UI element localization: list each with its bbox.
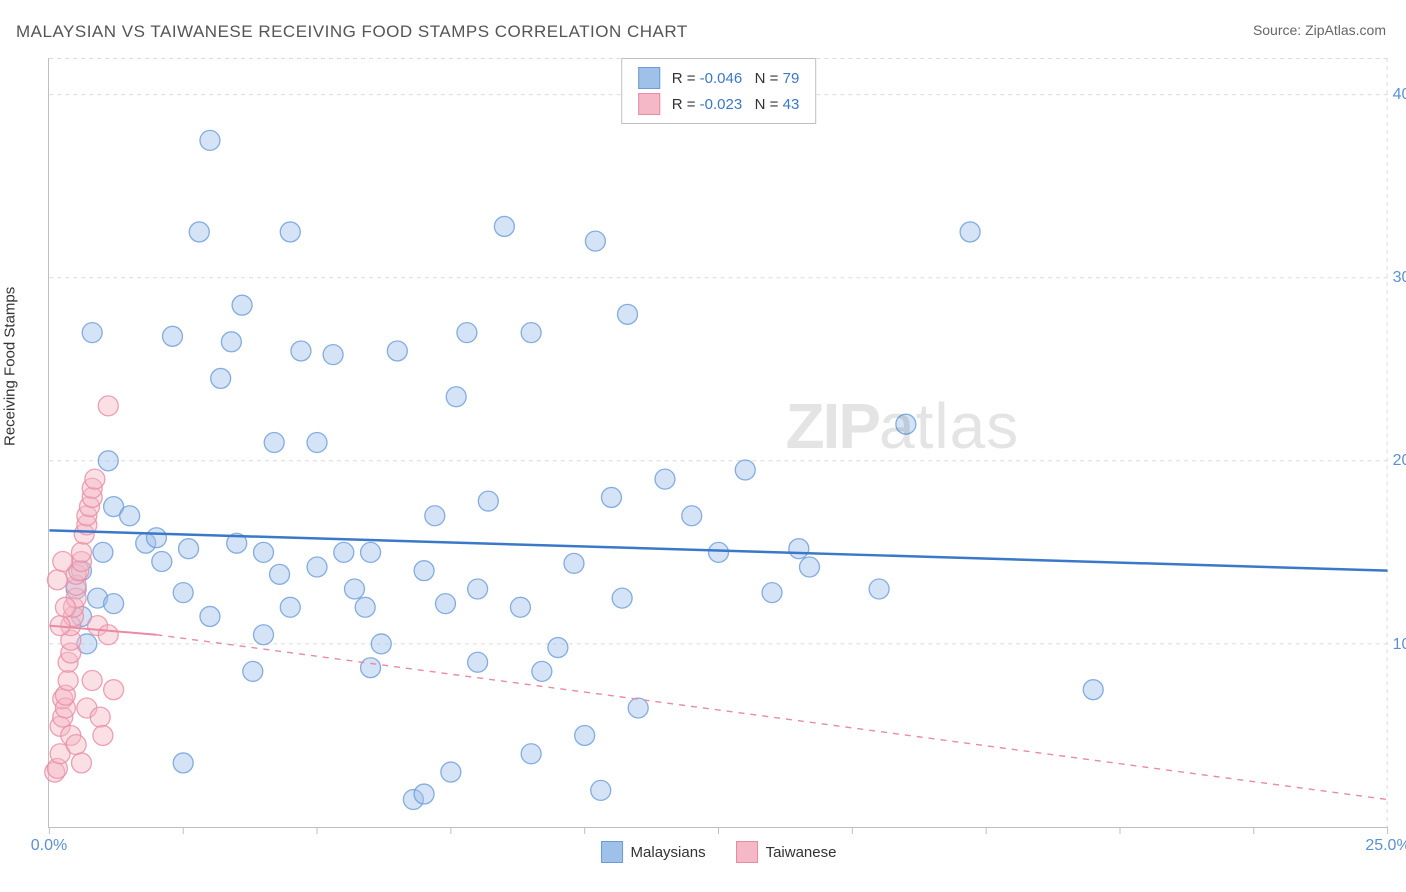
legend-correlation-row: R = -0.046 N = 79 <box>638 65 800 91</box>
legend-correlation-text: R = -0.023 N = 43 <box>672 96 800 113</box>
legend-correlation-text: R = -0.046 N = 79 <box>672 70 800 87</box>
legend-swatch <box>601 841 623 863</box>
legend-series-label: Malaysians <box>631 844 706 861</box>
legend-correlation-box: R = -0.046 N = 79 R = -0.023 N = 43 <box>621 58 817 124</box>
y-tick-label: 20.0% <box>1393 452 1406 470</box>
legend-series-item: Taiwanese <box>736 841 837 863</box>
x-tick-label-min: 0.0% <box>31 837 67 855</box>
y-tick-label: 40.0% <box>1393 86 1406 104</box>
source-prefix: Source: <box>1253 22 1305 38</box>
legend-series-label: Taiwanese <box>766 844 837 861</box>
y-tick-label: 10.0% <box>1393 636 1406 654</box>
legend-swatch <box>736 841 758 863</box>
x-tick-label-max: 25.0% <box>1365 837 1406 855</box>
plot-area: ZIPatlas R = -0.046 N = 79R = -0.023 N =… <box>48 58 1388 828</box>
source-link[interactable]: ZipAtlas.com <box>1305 22 1386 38</box>
y-tick-label: 30.0% <box>1393 269 1406 287</box>
source-attribution: Source: ZipAtlas.com <box>1253 22 1386 38</box>
legend-swatch <box>638 67 660 89</box>
chart-title: MALAYSIAN VS TAIWANESE RECEIVING FOOD ST… <box>16 22 688 42</box>
legend-correlation-row: R = -0.023 N = 43 <box>638 91 800 117</box>
legend-series: Malaysians Taiwanese <box>601 841 837 863</box>
chart-container: MALAYSIAN VS TAIWANESE RECEIVING FOOD ST… <box>0 0 1406 892</box>
legend-series-item: Malaysians <box>601 841 706 863</box>
plot-svg <box>49 58 1388 827</box>
legend-swatch <box>638 93 660 115</box>
y-axis-label: Receiving Food Stamps <box>2 287 19 446</box>
